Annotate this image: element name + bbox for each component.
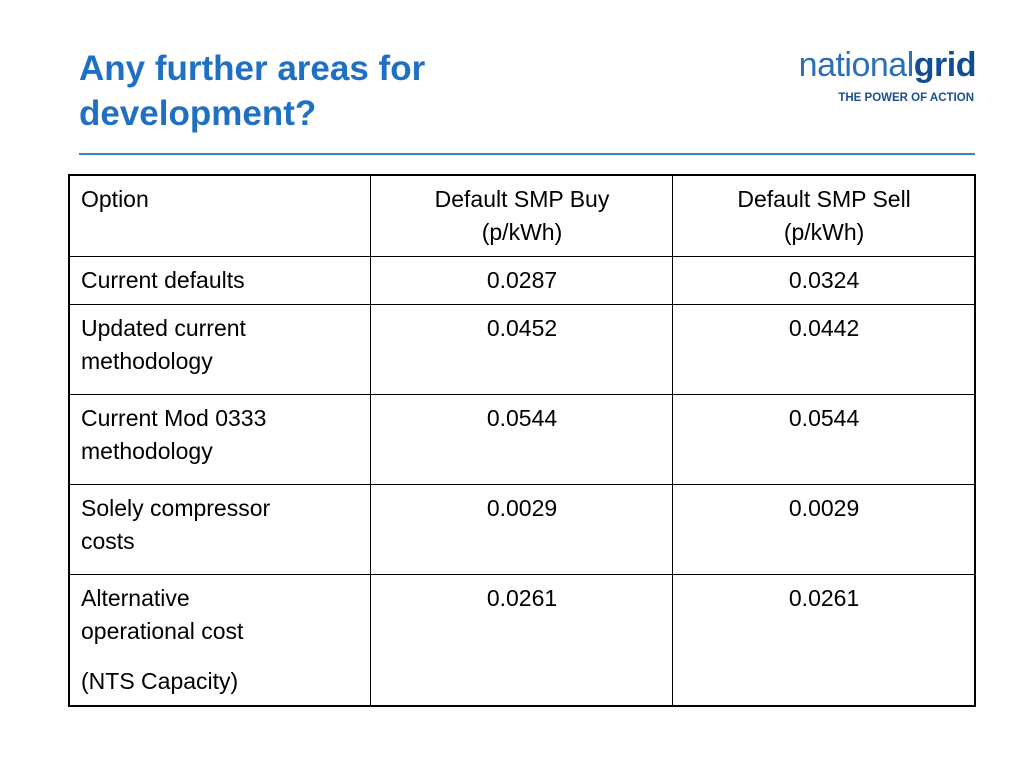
table-row: Updated current methodology 0.0452 0.044… (68, 304, 976, 395)
option-label: Solely compressor (81, 495, 271, 521)
smp-buy-value: 0.0287 (369, 256, 674, 305)
header-smp-buy-unit: (p/kWh) (481, 219, 563, 245)
option-cell: Current Mod 0333 methodology (68, 394, 371, 485)
smp-defaults-table: Option Default SMP Buy (p/kWh) Default S… (68, 174, 976, 707)
header-smp-buy: Default SMP Buy (p/kWh) (369, 174, 674, 257)
smp-buy-value: 0.0452 (369, 304, 674, 395)
slide-title-line-1: Any further areas for (79, 49, 426, 88)
national-grid-logo: nationalgrid THE POWER OF ACTION (766, 40, 977, 110)
option-label: Current Mod 0333 (81, 405, 267, 431)
logo-word-grid: grid (913, 46, 977, 84)
table-row: Current Mod 0333 methodology 0.0544 0.05… (68, 394, 976, 485)
header-smp-buy-label: Default SMP Buy (434, 186, 610, 212)
logo-tagline: THE POWER OF ACTION (838, 92, 974, 104)
slide-title-line-2: development? (79, 94, 317, 133)
option-label: Alternative (81, 585, 190, 611)
option-label-line-2: methodology (81, 438, 213, 464)
option-cell: Solely compressor costs (68, 484, 371, 575)
smp-buy-value: 0.0544 (369, 394, 674, 485)
option-label: Current defaults (81, 267, 245, 293)
smp-sell-value: 0.0029 (672, 484, 976, 575)
smp-sell-value: 0.0324 (672, 256, 976, 305)
option-cell: Alternative operational cost (NTS Capaci… (68, 574, 371, 707)
logo-word-national: national (798, 46, 915, 84)
table-row: Alternative operational cost (NTS Capaci… (68, 574, 976, 707)
header-smp-sell: Default SMP Sell (p/kWh) (672, 174, 976, 257)
smp-buy-value: 0.0261 (369, 574, 674, 707)
option-label: Updated current (81, 315, 246, 341)
slide-title: Any further areas for development? (79, 46, 639, 136)
header-smp-sell-label: Default SMP Sell (737, 186, 911, 212)
option-cell: Current defaults (68, 256, 371, 305)
option-cell: Updated current methodology (68, 304, 371, 395)
smp-sell-value: 0.0261 (672, 574, 976, 707)
smp-sell-value: 0.0544 (672, 394, 976, 485)
header-smp-sell-unit: (p/kWh) (783, 219, 865, 245)
option-note: (NTS Capacity) (81, 668, 239, 694)
header-option: Option (68, 174, 371, 257)
title-divider (79, 153, 975, 155)
smp-sell-value: 0.0442 (672, 304, 976, 395)
option-label-line-2: costs (81, 528, 135, 554)
logo-wordmark: nationalgrid (798, 40, 977, 90)
table-row: Current defaults 0.0287 0.0324 (68, 256, 976, 305)
table-row: Solely compressor costs 0.0029 0.0029 (68, 484, 976, 575)
smp-buy-value: 0.0029 (369, 484, 674, 575)
header-option-label: Option (81, 186, 149, 212)
option-label-line-2: operational cost (81, 618, 244, 644)
table-header-row: Option Default SMP Buy (p/kWh) Default S… (68, 174, 976, 257)
option-label-line-2: methodology (81, 348, 213, 374)
